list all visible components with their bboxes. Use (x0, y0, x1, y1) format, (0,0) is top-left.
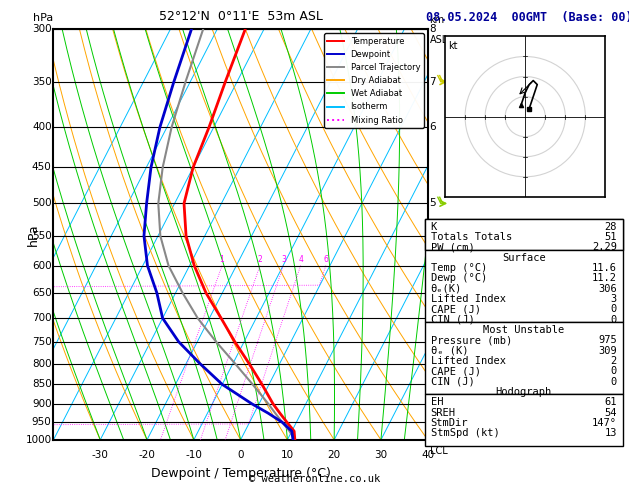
Text: 61: 61 (604, 398, 617, 407)
Text: 750: 750 (32, 337, 52, 347)
Text: Surface: Surface (502, 253, 545, 263)
Text: CAPE (J): CAPE (J) (430, 366, 481, 376)
Text: 30: 30 (374, 450, 387, 460)
Text: 0: 0 (611, 377, 617, 387)
Text: K: K (430, 222, 437, 232)
Text: Dewpoint / Temperature (°C): Dewpoint / Temperature (°C) (151, 467, 330, 480)
Text: CAPE (J): CAPE (J) (430, 304, 481, 314)
Text: 54: 54 (604, 408, 617, 417)
Bar (425, 219, 623, 250)
Text: 11.6: 11.6 (592, 263, 617, 273)
Text: 2: 2 (430, 359, 437, 369)
Text: 0: 0 (611, 304, 617, 314)
Text: 700: 700 (32, 313, 52, 323)
Text: 5: 5 (430, 198, 437, 208)
Text: 0: 0 (237, 450, 244, 460)
Text: Hodograph: Hodograph (496, 387, 552, 397)
Text: 2: 2 (257, 255, 262, 263)
Text: θₑ(K): θₑ(K) (430, 284, 462, 294)
Text: hPa: hPa (33, 13, 53, 23)
Text: 650: 650 (32, 288, 52, 298)
Bar (425, 394, 623, 446)
Text: 6: 6 (430, 122, 437, 132)
Text: 450: 450 (32, 162, 52, 173)
Text: 400: 400 (32, 122, 52, 132)
Text: 20: 20 (328, 450, 341, 460)
Text: StmSpd (kt): StmSpd (kt) (430, 428, 499, 438)
Text: SREH: SREH (430, 408, 455, 417)
Text: 1000: 1000 (25, 435, 52, 445)
Text: 975: 975 (598, 335, 617, 346)
Text: 28: 28 (604, 222, 617, 232)
Text: Dewp (°C): Dewp (°C) (430, 274, 487, 283)
Text: 550: 550 (32, 231, 52, 241)
Text: CIN (J): CIN (J) (430, 377, 474, 387)
Text: 900: 900 (32, 399, 52, 409)
Text: θₑ (K): θₑ (K) (430, 346, 468, 356)
Text: hPa: hPa (26, 223, 40, 246)
Text: -20: -20 (138, 450, 155, 460)
Text: 1: 1 (220, 255, 225, 263)
Bar (425, 250, 623, 322)
Text: 950: 950 (32, 417, 52, 427)
Text: 4: 4 (430, 260, 437, 271)
Text: 500: 500 (32, 198, 52, 208)
Text: 306: 306 (598, 284, 617, 294)
Text: 40: 40 (421, 450, 434, 460)
Text: Mixing Ratio (g/kg): Mixing Ratio (g/kg) (471, 250, 481, 342)
Text: 7: 7 (430, 77, 437, 87)
Text: 3: 3 (611, 294, 617, 304)
Text: 3: 3 (430, 313, 437, 323)
Text: 350: 350 (32, 77, 52, 87)
Text: StmDir: StmDir (430, 418, 468, 428)
Text: 10: 10 (281, 450, 294, 460)
Text: Pressure (mb): Pressure (mb) (430, 335, 512, 346)
Text: 0: 0 (611, 315, 617, 325)
Text: -10: -10 (186, 450, 203, 460)
Text: 600: 600 (32, 260, 52, 271)
Text: EH: EH (430, 398, 443, 407)
Text: 2: 2 (611, 356, 617, 366)
Text: 1: 1 (430, 399, 437, 409)
Text: 300: 300 (32, 24, 52, 34)
Text: 850: 850 (32, 380, 52, 389)
Text: Most Unstable: Most Unstable (483, 325, 564, 335)
Text: Lifted Index: Lifted Index (430, 294, 506, 304)
Text: Lifted Index: Lifted Index (430, 356, 506, 366)
Legend: Temperature, Dewpoint, Parcel Trajectory, Dry Adiabat, Wet Adiabat, Isotherm, Mi: Temperature, Dewpoint, Parcel Trajectory… (324, 34, 423, 128)
Text: 2.29: 2.29 (592, 243, 617, 252)
Text: 13: 13 (604, 428, 617, 438)
Text: 147°: 147° (592, 418, 617, 428)
Text: LCL: LCL (430, 446, 447, 456)
Text: PW (cm): PW (cm) (430, 243, 474, 252)
Text: Totals Totals: Totals Totals (430, 232, 512, 242)
Text: 0: 0 (611, 366, 617, 376)
Text: ASL: ASL (430, 35, 448, 45)
Text: 11.2: 11.2 (592, 274, 617, 283)
Text: 08.05.2024  00GMT  (Base: 00): 08.05.2024 00GMT (Base: 00) (426, 11, 629, 24)
Text: CIN (J): CIN (J) (430, 315, 474, 325)
Text: © weatheronline.co.uk: © weatheronline.co.uk (249, 473, 380, 484)
Text: 6: 6 (323, 255, 328, 263)
Text: 309: 309 (598, 346, 617, 356)
Text: 4: 4 (298, 255, 303, 263)
Text: km: km (430, 15, 445, 25)
Text: kt: kt (448, 41, 458, 51)
Text: -30: -30 (92, 450, 109, 460)
Bar (425, 322, 623, 394)
Text: 3: 3 (281, 255, 286, 263)
Text: 800: 800 (32, 359, 52, 369)
Text: 51: 51 (604, 232, 617, 242)
Bar (425, 219, 623, 250)
Text: 52°12'N  0°11'E  53m ASL: 52°12'N 0°11'E 53m ASL (159, 10, 323, 23)
Text: 8: 8 (430, 24, 437, 34)
Text: Temp (°C): Temp (°C) (430, 263, 487, 273)
